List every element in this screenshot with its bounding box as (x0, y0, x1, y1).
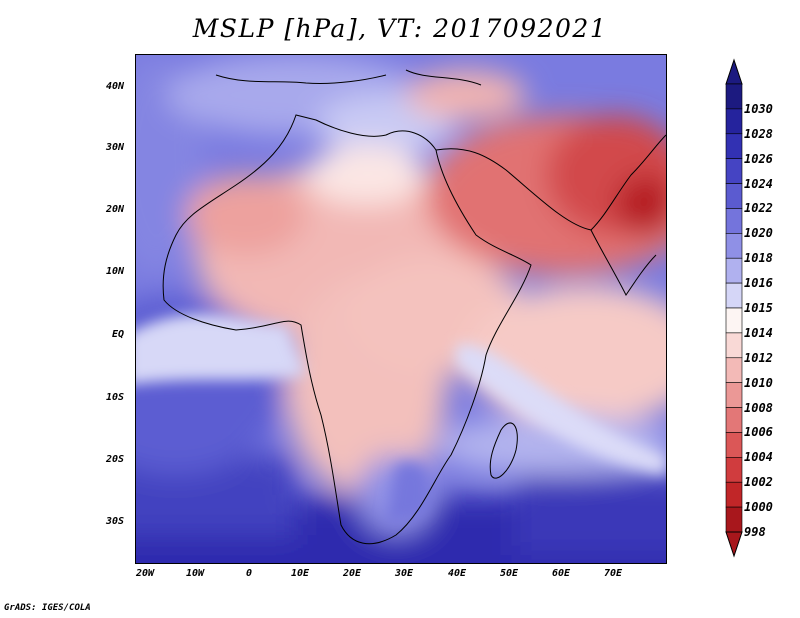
colorbar-label: 1016 (744, 276, 773, 291)
colorbar-swatch (725, 233, 743, 259)
x-tick-label: 0 (246, 568, 253, 579)
chart-title: MSLP [hPa], VT: 2017092021 (192, 14, 608, 43)
colorbar-label: 1004 (744, 450, 773, 465)
x-tick-label: 10E (291, 568, 310, 579)
colorbar-label: 1014 (744, 325, 773, 340)
colorbar-swatch (725, 506, 743, 533)
y-tick-label: 30S (106, 516, 125, 527)
colorbar-swatch (725, 357, 743, 383)
colorbar-swatch (725, 407, 743, 433)
x-tick-label: 20W (136, 568, 155, 579)
colorbar-swatch (725, 158, 743, 184)
colorbar-label: 1002 (744, 475, 773, 490)
colorbar-label: 1006 (744, 425, 773, 440)
colorbar-swatch (725, 108, 743, 135)
colorbar-label: 1028 (744, 126, 773, 141)
colorbar-swatch (725, 208, 743, 234)
colorbar-legend: 1030 1028 1026 1024 1022 1020 1018 1016 1015 1014… (724, 58, 794, 558)
colorbar-label: 1022 (744, 201, 773, 216)
coastal-belts (136, 314, 666, 525)
colorbar-label: 1030 (744, 101, 773, 116)
colorbar (725, 58, 743, 558)
colorbar-swatch (725, 332, 743, 359)
footer-credit: GrADS: IGES/COLA (4, 603, 91, 613)
colorbar-max-arrow (725, 58, 743, 85)
x-tick-label: 70E (604, 568, 623, 579)
x-tick-label: 50E (500, 568, 519, 579)
y-tick-label: 10S (106, 392, 125, 403)
colorbar-label: 1024 (744, 176, 773, 191)
colorbar-label: 1008 (744, 400, 773, 415)
x-tick-label: 40E (448, 568, 467, 579)
colorbar-swatch (725, 183, 743, 209)
colorbar-label: 1015 (744, 301, 773, 315)
colorbar-label: 998 (744, 525, 766, 539)
x-tick-label: 10W (186, 568, 205, 579)
colorbar-label: 1012 (744, 350, 773, 365)
colorbar-min-arrow (725, 531, 743, 558)
y-tick-label: 20S (106, 454, 125, 465)
mslp-map (136, 55, 666, 563)
colorbar-label: 1010 (744, 375, 773, 390)
y-tick-label: 30N (106, 142, 125, 153)
colorbar-swatch (725, 133, 743, 159)
colorbar-swatch (725, 307, 743, 334)
coastlines (162, 69, 666, 545)
map-panel (135, 54, 667, 564)
colorbar-swatch (725, 282, 743, 309)
colorbar-swatch (725, 257, 743, 284)
colorbar-swatch (725, 432, 743, 458)
y-tick-label: 10N (106, 266, 125, 277)
colorbar-label: 1000 (744, 500, 773, 515)
colorbar-label: 1026 (744, 151, 773, 166)
x-tick-label: 60E (552, 568, 571, 579)
colorbar-swatch (725, 83, 743, 110)
y-tick-label: 40N (106, 81, 125, 92)
colorbar-swatch (725, 457, 743, 483)
x-tick-label: 20E (343, 568, 362, 579)
colorbar-swatch (725, 382, 743, 408)
colorbar-label: 1020 (744, 226, 773, 241)
x-tick-label: 30E (395, 568, 414, 579)
colorbar-swatch (725, 481, 743, 508)
y-tick-label: 20N (106, 204, 125, 215)
colorbar-label: 1018 (744, 251, 773, 266)
y-tick-label: EQ (112, 329, 125, 340)
